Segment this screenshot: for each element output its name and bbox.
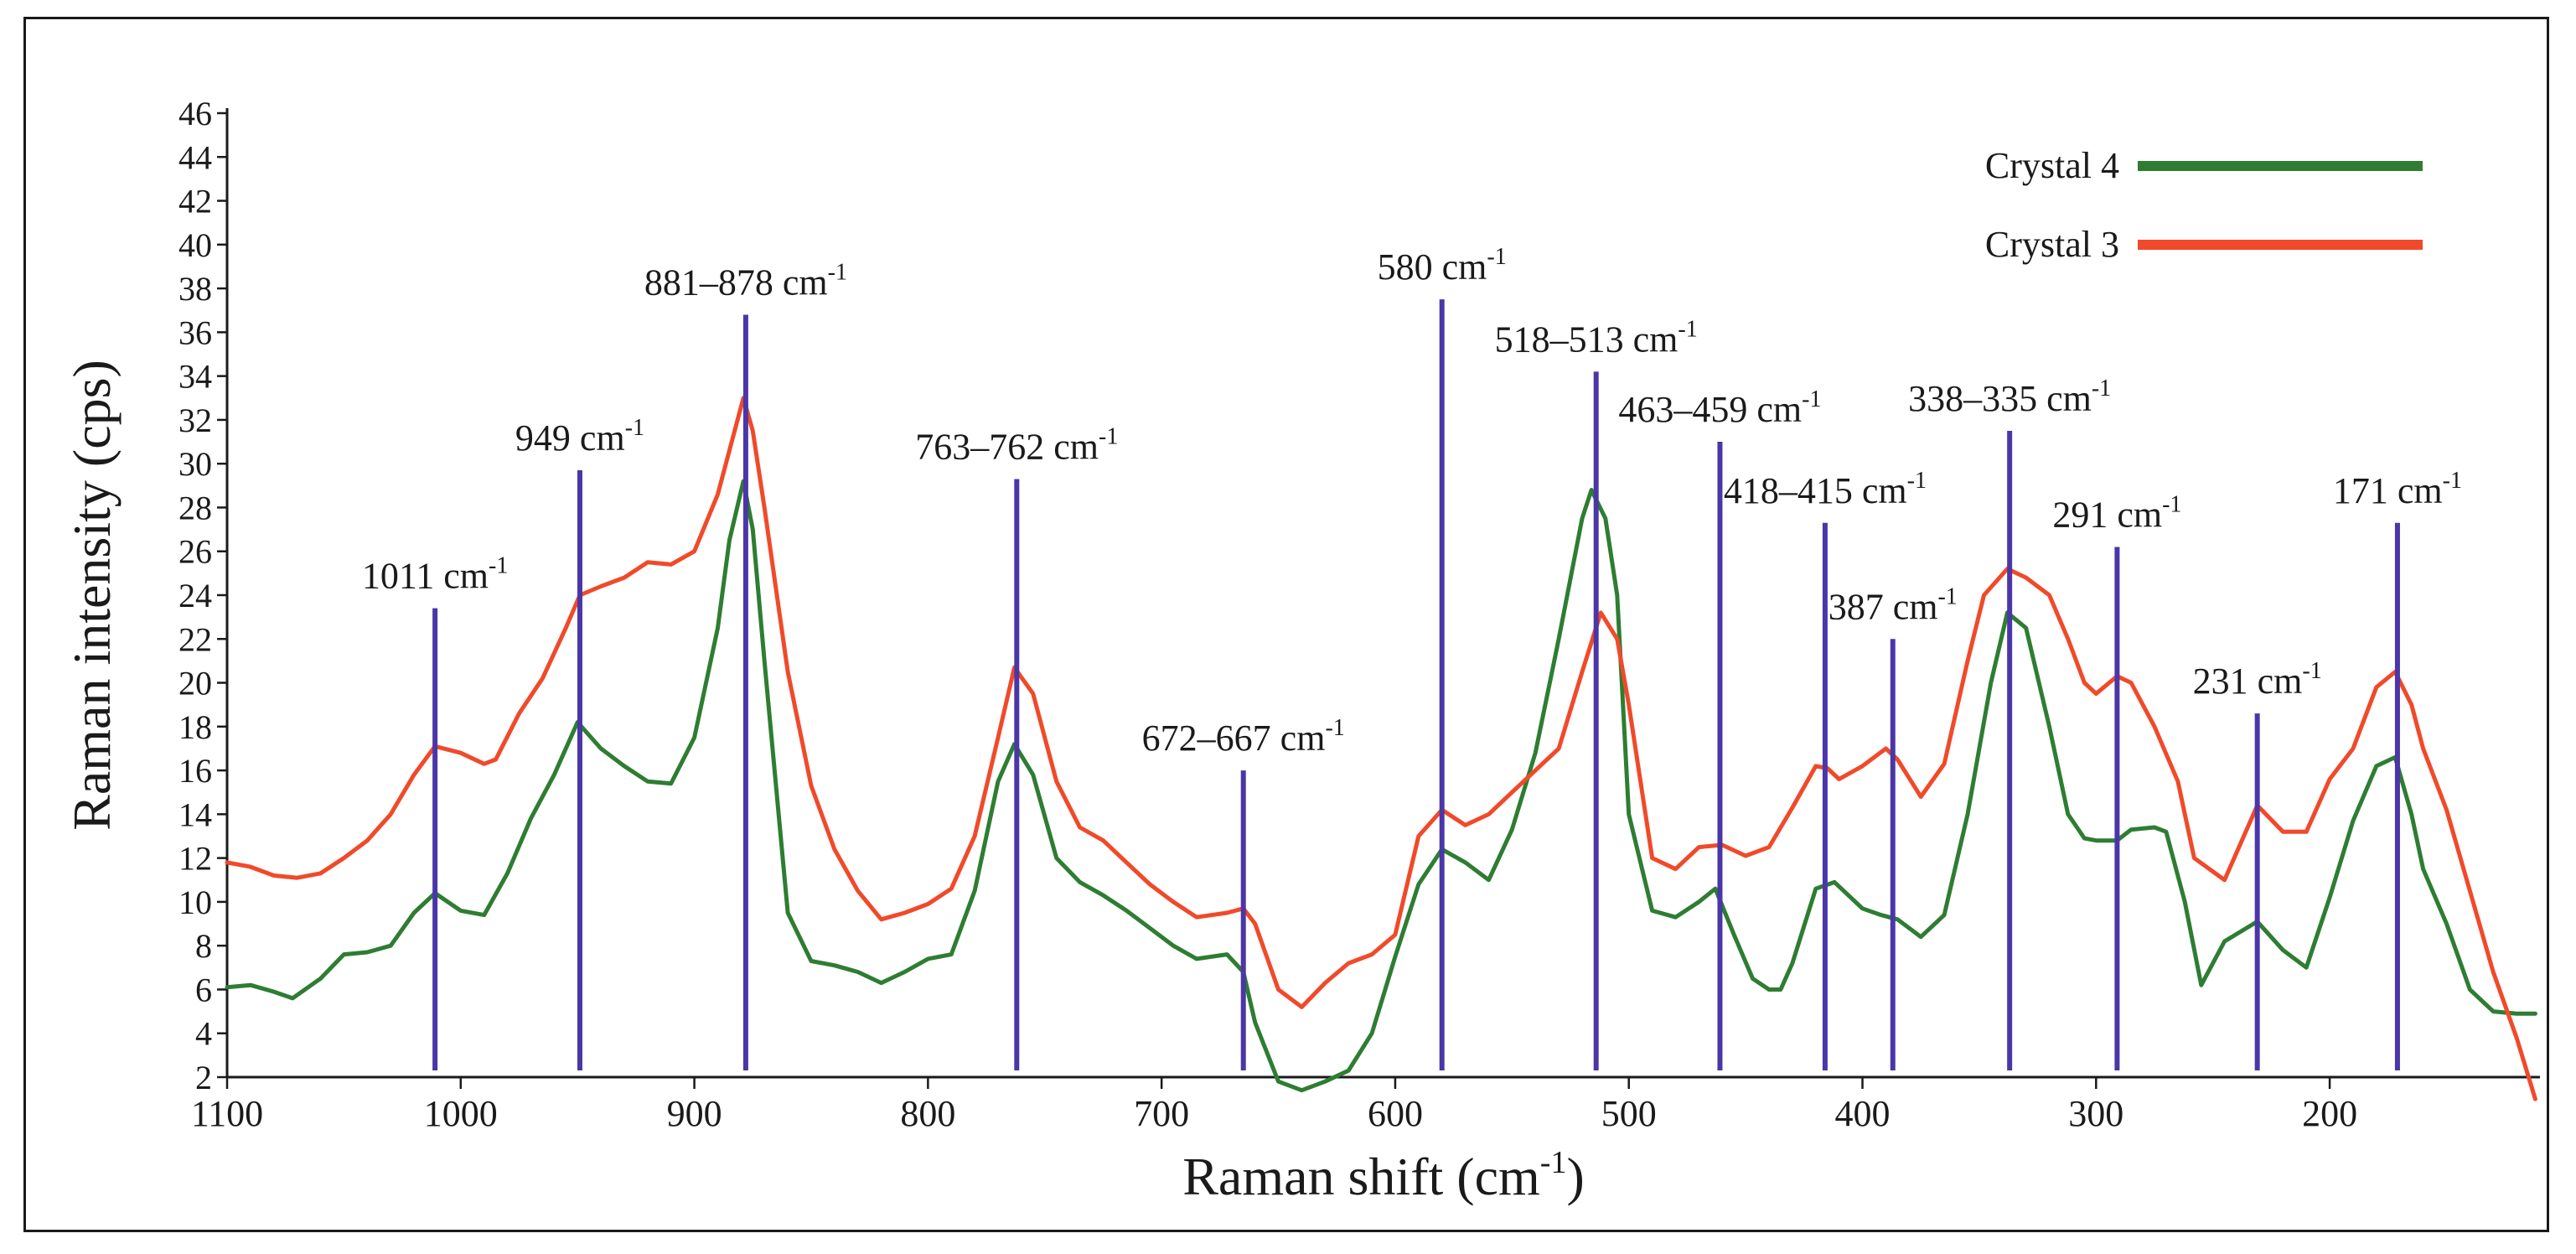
peak-label: 1011 cm-1 (362, 553, 508, 597)
y-tick-label: 38 (178, 270, 212, 308)
x-axis-label: Raman shift (cm-1) (1182, 1145, 1585, 1206)
legend-label: Crystal 4 (1985, 145, 2119, 186)
y-tick-label: 40 (178, 226, 212, 264)
peak-label: 881–878 cm-1 (644, 259, 847, 303)
peak-label-text: 171 cm (2333, 470, 2443, 511)
x-tick-label: 700 (1134, 1093, 1189, 1134)
peak-label-sup: -1 (2302, 658, 2321, 684)
peak-label: 291 cm-1 (2052, 492, 2181, 536)
y-tick-label: 46 (178, 95, 212, 132)
peak-label-text: 231 cm (2193, 661, 2303, 702)
x-tick-label: 1100 (191, 1093, 263, 1134)
y-tick-label: 16 (178, 752, 212, 790)
x-tick-label: 300 (2068, 1093, 2123, 1134)
x-axis-label-main: Raman shift (cm (1182, 1147, 1540, 1206)
y-tick-label: 36 (178, 314, 212, 351)
x-tick-label: 400 (1835, 1093, 1891, 1134)
x-tick-label: 200 (2302, 1093, 2357, 1134)
x-axis-label-sup: -1 (1540, 1145, 1567, 1180)
peak-label-sup: -1 (2162, 492, 2181, 518)
peak-label: 580 cm-1 (1378, 244, 1507, 288)
peak-label-sup: -1 (1907, 468, 1927, 494)
peak-label-sup: -1 (1678, 316, 1697, 342)
peak-label-text: 763–762 cm (915, 426, 1099, 467)
peak-label: 672–667 cm-1 (1142, 715, 1345, 759)
peak-label: 949 cm-1 (515, 415, 644, 459)
peak-markers-group (432, 299, 2400, 1070)
peak-label-sup: -1 (2092, 376, 2111, 402)
y-tick-label: 30 (178, 445, 212, 483)
y-tick-label: 4 (195, 1015, 212, 1053)
peak-label-sup: -1 (1487, 244, 1506, 270)
y-tick-label: 22 (178, 620, 212, 658)
peak-label-text: 463–459 cm (1618, 389, 1802, 430)
peak-label: 231 cm-1 (2193, 658, 2322, 702)
y-tick-label: 18 (178, 708, 212, 746)
y-tick-label: 32 (178, 402, 212, 439)
peak-label-text: 338–335 cm (1908, 378, 2092, 419)
y-tick-label: 14 (178, 795, 212, 833)
x-axis-label-end: ) (1566, 1147, 1584, 1206)
peak-label-text: 1011 cm (362, 556, 489, 597)
peak-label: 463–459 cm-1 (1618, 386, 1821, 430)
y-tick-label: 44 (178, 138, 212, 176)
peak-label-text: 580 cm (1378, 246, 1487, 288)
peak-label: 763–762 cm-1 (915, 423, 1118, 467)
x-tick-label: 600 (1368, 1093, 1423, 1134)
x-tick-label: 1000 (424, 1093, 498, 1134)
y-tick-label: 10 (178, 884, 212, 921)
raman-chart: 2468101214161820222426283032343638404244… (62, 95, 2540, 1206)
peak-label-text: 881–878 cm (644, 262, 828, 303)
peak-label-text: 418–415 cm (1724, 470, 1907, 511)
labels-group: Raman shift (cm-1)Raman intensity (cps) 1… (62, 244, 2462, 1206)
peak-label-text: 387 cm (1829, 586, 1938, 627)
y-tick-label: 26 (178, 533, 212, 571)
peak-label: 518–513 cm-1 (1495, 316, 1698, 360)
peak-label-sup: -1 (489, 553, 508, 579)
peak-label: 387 cm-1 (1829, 583, 1958, 627)
series-group (225, 396, 2537, 1101)
peak-label-text: 949 cm (515, 417, 625, 459)
y-tick-label: 12 (178, 840, 212, 878)
legend-label: Crystal 3 (1985, 224, 2119, 265)
figure-frame: 2 4 6 8 10 12 14 16 18 20 22 24 26 28 30 32 34 36 38 40 42 44… (23, 17, 2549, 1232)
legend: Crystal 4 Crystal 3 (1985, 145, 2423, 265)
y-tick-label: 28 (178, 489, 212, 526)
x-tick-label: 900 (667, 1093, 722, 1134)
y-tick-label: 34 (178, 358, 212, 396)
y-tick-label: 6 (195, 971, 212, 1008)
peak-label-text: 672–667 cm (1142, 718, 1326, 759)
x-tick-label: 500 (1601, 1093, 1657, 1134)
series-line-crystal-3 (225, 396, 2537, 1101)
axes-group: 2468101214161820222426283032343638404244… (178, 95, 2540, 1134)
y-tick-label: 42 (178, 183, 212, 220)
peak-label-text: 518–513 cm (1495, 319, 1679, 360)
peak-label-sup: -1 (625, 415, 644, 441)
peak-label: 171 cm-1 (2333, 468, 2462, 511)
y-tick-label: 24 (178, 577, 212, 614)
peak-label-sup: -1 (1325, 715, 1344, 741)
peak-label-sup: -1 (1937, 583, 1957, 609)
peak-label: 338–335 cm-1 (1908, 376, 2111, 419)
peak-label-sup: -1 (1099, 423, 1118, 449)
peak-label-sup: -1 (828, 259, 847, 285)
y-tick-label: 8 (195, 927, 212, 965)
peak-label-text: 291 cm (2052, 495, 2162, 536)
y-axis-label: Raman intensity (cps) (62, 360, 122, 831)
y-tick-label: 2 (195, 1059, 212, 1096)
y-tick-label: 20 (178, 665, 212, 702)
series-line-crystal-4 (225, 479, 2537, 1093)
x-tick-label: 800 (900, 1093, 955, 1134)
peak-label-sup: -1 (2443, 468, 2462, 494)
peak-label: 418–415 cm-1 (1724, 468, 1927, 511)
peak-label-sup: -1 (1802, 386, 1821, 412)
